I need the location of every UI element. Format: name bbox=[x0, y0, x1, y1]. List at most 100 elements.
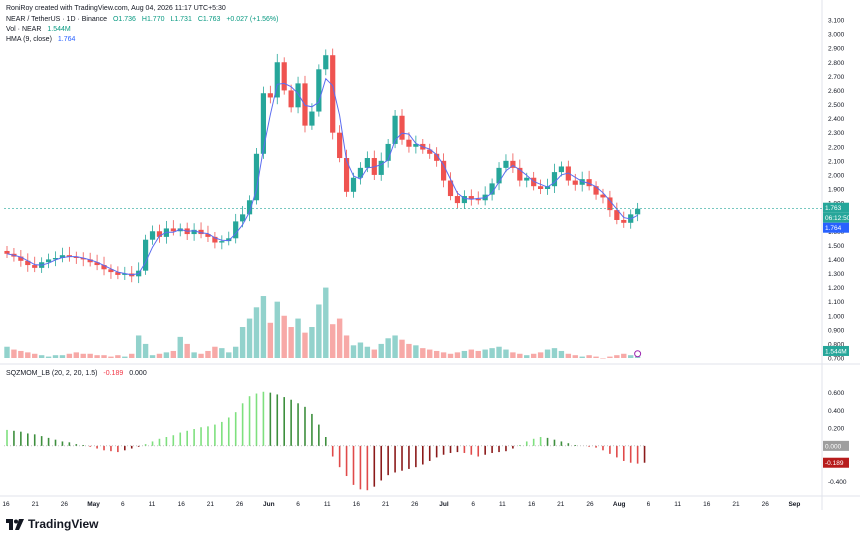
candle-body bbox=[551, 172, 558, 187]
volume-bar bbox=[517, 353, 523, 358]
price-tick-label: 2.300 bbox=[828, 130, 845, 137]
volume-bar bbox=[108, 356, 114, 358]
volume-bar bbox=[530, 353, 537, 358]
time-tick-label: 6 bbox=[471, 501, 475, 508]
volume-bar bbox=[392, 335, 398, 358]
time-tick-label: 6 bbox=[647, 501, 651, 508]
candle-body bbox=[350, 177, 357, 192]
volume-bar bbox=[191, 352, 197, 358]
tradingview-logo-icon bbox=[6, 518, 24, 530]
volume-bar bbox=[496, 346, 502, 358]
author-line: RoniRoy created with TradingView.com, Au… bbox=[6, 5, 226, 12]
time-tick-label: Jun bbox=[263, 501, 275, 508]
candle-body bbox=[233, 221, 239, 239]
volume-label: Vol · NEAR bbox=[6, 26, 42, 33]
candle-body bbox=[406, 139, 412, 147]
volume-bar bbox=[45, 356, 52, 358]
candle-body bbox=[572, 180, 578, 185]
countdown-label: 06:12:50 bbox=[825, 215, 851, 222]
candle-body bbox=[87, 259, 93, 263]
volume-value: 1.544M bbox=[47, 26, 71, 33]
price-tick-label: 2.800 bbox=[828, 60, 845, 67]
time-tick-label: 26 bbox=[236, 501, 244, 508]
candle-body bbox=[461, 196, 467, 204]
time-tick-label: 16 bbox=[2, 501, 10, 508]
volume-bar bbox=[593, 356, 599, 358]
candle-body bbox=[170, 228, 176, 232]
volume-bar bbox=[309, 327, 315, 358]
time-tick-label: 21 bbox=[207, 501, 215, 508]
candle-body bbox=[413, 143, 419, 147]
volume-bar bbox=[406, 343, 412, 358]
candle-body bbox=[524, 177, 530, 181]
sqz-tick-label: 0.200 bbox=[828, 426, 845, 433]
candle-body bbox=[378, 160, 384, 175]
candle-body bbox=[330, 55, 336, 133]
volume-legend[interactable]: Vol · NEAR 1.544M bbox=[6, 26, 75, 33]
price-tick-label: 1.300 bbox=[828, 271, 845, 278]
candle-body bbox=[59, 255, 66, 259]
sqz-value-label-bg bbox=[823, 457, 849, 468]
candle-body bbox=[399, 115, 405, 140]
ohlc-high: H1.770 bbox=[141, 16, 165, 23]
price-tick-label: 1.500 bbox=[828, 243, 845, 250]
candle-body bbox=[73, 256, 79, 259]
candle-body bbox=[538, 186, 544, 189]
time-tick-label: 11 bbox=[149, 501, 156, 508]
time-tick-label: 26 bbox=[411, 501, 419, 508]
symbol-label[interactable]: NEAR / TetherUS · 1D · Binance bbox=[6, 16, 108, 23]
candle-body bbox=[468, 196, 474, 199]
volume-bar bbox=[350, 345, 357, 358]
candle-body bbox=[593, 186, 599, 195]
candle-body bbox=[108, 269, 114, 273]
price-tick-label: 2.900 bbox=[828, 46, 845, 53]
time-tick-label: 11 bbox=[674, 501, 681, 508]
hma-legend[interactable]: HMA (9, close) 1.764 bbox=[6, 36, 79, 43]
time-tick-label: 26 bbox=[762, 501, 770, 508]
candle-body bbox=[149, 231, 156, 240]
candle-body bbox=[212, 236, 218, 243]
candle-body bbox=[240, 214, 246, 222]
time-tick-label: May bbox=[87, 501, 100, 508]
sqz-legend[interactable]: SQZMOM_LB (20, 2, 20, 1.5) -0.189 0.000 bbox=[6, 370, 151, 377]
candle-body bbox=[427, 149, 433, 154]
volume-bar bbox=[32, 353, 38, 358]
hma-price-label-bg bbox=[823, 222, 849, 233]
volume-bar bbox=[607, 356, 613, 358]
candle-body bbox=[392, 115, 398, 144]
volume-bar bbox=[572, 355, 578, 358]
ohlc-change: +0.027 (+1.56%) bbox=[226, 16, 279, 23]
time-tick-label: Jul bbox=[439, 501, 449, 508]
volume-bar bbox=[579, 356, 585, 358]
price-tick-label: 2.500 bbox=[828, 102, 845, 109]
candle-body bbox=[219, 241, 225, 243]
volume-bar bbox=[454, 352, 461, 358]
volume-bar bbox=[503, 349, 509, 358]
volume-bar bbox=[621, 353, 627, 358]
candle-body bbox=[510, 160, 516, 168]
volume-bar bbox=[524, 355, 530, 358]
hma-label: HMA (9, close) bbox=[6, 36, 52, 43]
candle-body bbox=[198, 229, 204, 235]
volume-bar bbox=[440, 352, 447, 358]
tradingview-watermark[interactable]: TradingView bbox=[6, 517, 98, 531]
sqz-value-1: -0.189 bbox=[103, 370, 124, 377]
time-tick-label: 16 bbox=[178, 501, 186, 508]
candle-body bbox=[267, 93, 273, 98]
price-tick-label: 0.800 bbox=[828, 341, 845, 348]
price-tick-label: 1.100 bbox=[828, 299, 845, 306]
price-tick-label: 3.100 bbox=[828, 18, 845, 25]
candle-body bbox=[496, 167, 502, 184]
volume-bar bbox=[586, 355, 592, 358]
candle-body bbox=[607, 197, 613, 211]
hma-value: 1.764 bbox=[57, 36, 76, 43]
price-tick-label: 2.700 bbox=[828, 74, 845, 81]
volume-bar bbox=[510, 352, 516, 358]
candle-body bbox=[489, 183, 495, 195]
hma-price-label: 1.764 bbox=[825, 225, 842, 232]
price-tick-label: 2.000 bbox=[828, 172, 845, 179]
price-tick-label: 1.400 bbox=[828, 257, 845, 264]
ohlc-close: C1.763 bbox=[197, 16, 221, 23]
